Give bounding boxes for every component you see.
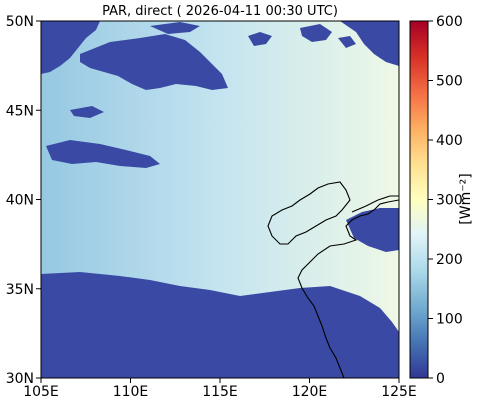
colorbar-tick-label: 0 [436,371,445,387]
y-tick-label: 45N [6,103,34,119]
colorbar-tick-label: 400 [436,133,463,149]
colorbar-tick-label: 500 [436,74,463,90]
colorbar-tick-label: 600 [436,14,463,30]
x-tick-label: 115E [202,384,238,400]
y-axis: 30N 35N 40N 45N 50N [6,14,41,387]
cloud-cover-low-values [41,21,399,378]
map-title: PAR, direct ( 2026-04-11 00:30 UTC) [102,4,338,19]
colorbar-ticks: 0 100 200 300 400 500 600 [428,14,463,387]
x-tick-label: 110E [113,384,149,400]
colorbar-tick-label: 300 [436,193,463,209]
x-tick-label: 125E [381,384,417,400]
colorbar-ramp [409,20,429,379]
y-tick-label: 35N [6,282,34,298]
map-panel [41,21,399,378]
x-tick-label: 105E [23,384,59,400]
y-tick-label: 50N [6,14,34,30]
x-axis: 105E 110E 115E 120E 125E [23,378,417,400]
colorbar-tick-label: 200 [436,252,463,268]
x-tick-label: 120E [292,384,328,400]
colorbar: 0 100 200 300 400 500 600 [Wm⁻²] [409,14,474,387]
y-tick-label: 40N [6,193,34,209]
coastline [267,181,399,378]
y-tick-label: 30N [6,371,34,387]
colorbar-tick-label: 100 [436,312,463,328]
colorbar-label: [Wm⁻²] [458,173,474,224]
